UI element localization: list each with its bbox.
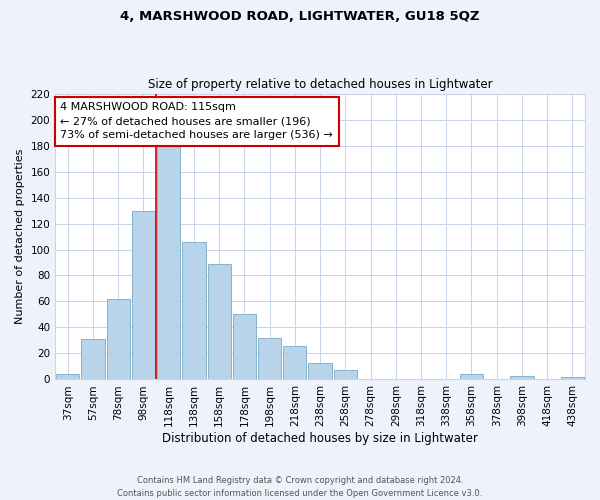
Bar (283, 346, 307, 380)
Bar (82, 339, 104, 380)
Text: 4, MARSHWOOD ROAD, LIGHTWATER, GU18 5QZ: 4, MARSHWOOD ROAD, LIGHTWATER, GU18 5QZ (120, 10, 480, 23)
Bar (208, 264, 231, 380)
Bar (157, 142, 181, 380)
Bar (460, 374, 483, 380)
Title: Size of property relative to detached houses in Lightwater: Size of property relative to detached ho… (148, 78, 493, 91)
Text: 4 MARSHWOOD ROAD: 115sqm
← 27% of detached houses are smaller (196)
73% of semi-: 4 MARSHWOOD ROAD: 115sqm ← 27% of detach… (61, 102, 333, 140)
Bar (511, 376, 533, 380)
Bar (308, 362, 332, 380)
X-axis label: Distribution of detached houses by size in Lightwater: Distribution of detached houses by size … (162, 432, 478, 445)
Bar (56, 374, 79, 380)
Bar (561, 377, 584, 380)
Bar (334, 370, 357, 380)
Bar (233, 314, 256, 380)
Y-axis label: Number of detached properties: Number of detached properties (15, 149, 25, 324)
Bar (258, 338, 281, 380)
Bar (132, 210, 155, 380)
Bar (107, 299, 130, 380)
Text: Contains HM Land Registry data © Crown copyright and database right 2024.
Contai: Contains HM Land Registry data © Crown c… (118, 476, 482, 498)
Bar (182, 242, 206, 380)
